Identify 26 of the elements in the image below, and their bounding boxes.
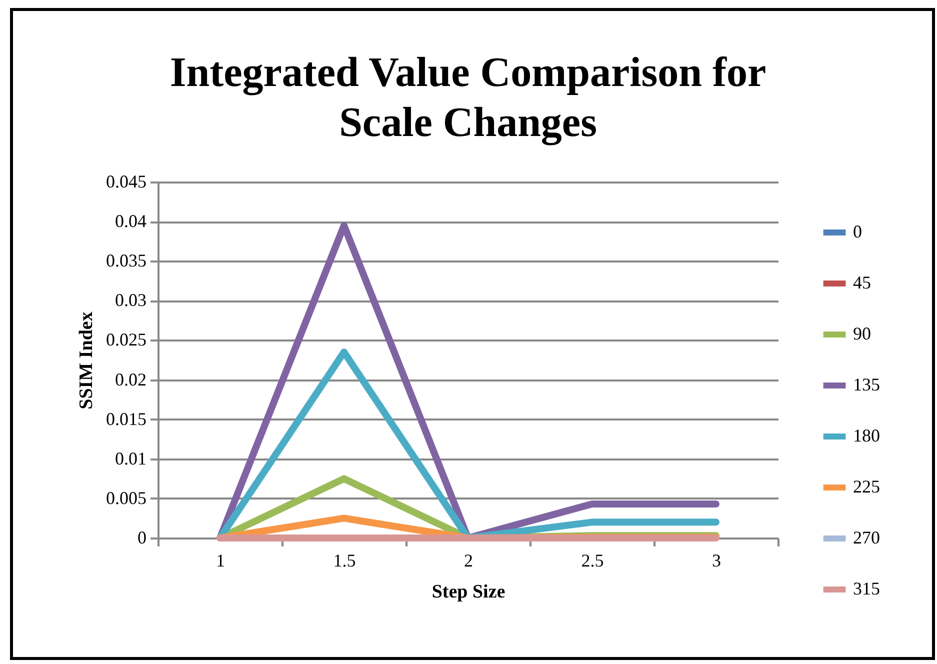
y-tick-label: 0.045: [106, 172, 146, 192]
y-tick-label: 0.02: [115, 369, 146, 390]
x-tick-label: 1.5: [333, 550, 356, 570]
legend-label: 225: [853, 476, 880, 496]
y-tick-label: 0.005: [106, 488, 146, 508]
chart-title: Integrated Value Comparison for Scale Changes: [170, 50, 766, 146]
legend-label: 315: [853, 578, 880, 598]
y-tick-label: 0.01: [115, 448, 146, 468]
legend-label: 90: [853, 324, 871, 344]
x-tick-label: 1: [216, 550, 225, 570]
y-tick-label: 0.015: [106, 408, 146, 429]
x-axis-title: Step Size: [432, 582, 506, 602]
x-tick-label: 2.5: [581, 550, 604, 570]
y-tick-label: 0.035: [106, 250, 146, 271]
x-tick-label: 3: [712, 550, 721, 570]
legend-label: 45: [853, 272, 871, 292]
y-tick-label: 0.03: [115, 290, 146, 310]
legend-label: 270: [853, 528, 880, 548]
y-tick-label: 0: [138, 528, 146, 548]
y-axis-title: SSIM Index: [76, 311, 97, 410]
legend-label: 135: [853, 374, 880, 394]
legend-label: 0: [853, 222, 862, 242]
y-tick-label: 0.04: [115, 211, 146, 232]
legend-label: 180: [853, 426, 880, 446]
x-tick-label: 2: [464, 550, 473, 570]
y-tick-label: 0.025: [106, 330, 146, 350]
